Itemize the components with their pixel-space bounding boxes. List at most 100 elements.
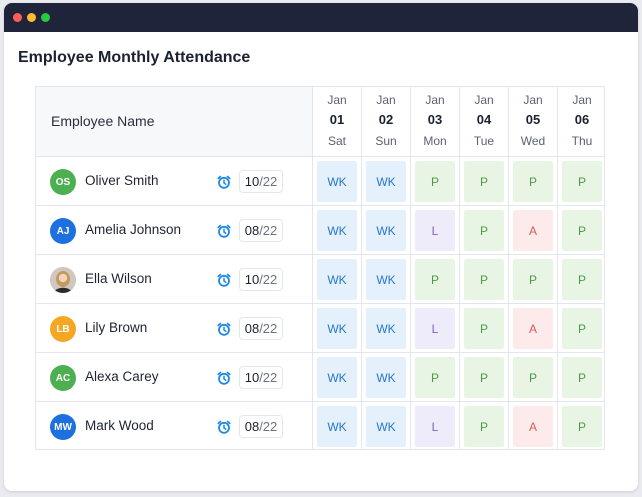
day-date-label: 05 [525,112,541,127]
maximize-window-dot[interactable] [41,13,50,22]
column-divider [459,87,460,449]
present-days: 08 [244,223,260,238]
day-weekday-label: Sun [375,134,397,148]
status-cell[interactable]: P [513,357,553,398]
attendance-count: 08/22 [239,219,283,242]
avatar: LB [50,316,76,342]
day-month-label: Jan [474,93,494,107]
status-cell[interactable]: WK [366,161,406,202]
avatar: AJ [50,218,76,244]
status-cell[interactable]: L [415,406,455,447]
app-window: Employee Monthly Attendance Employee Nam… [4,3,638,491]
status-cell[interactable]: P [415,357,455,398]
row-divider [36,205,604,206]
day-month-label: Jan [523,93,543,107]
avatar-initials: LB [56,323,70,335]
avatar: OS [50,169,76,195]
status-cell[interactable]: P [464,308,504,349]
day-date-label: 01 [329,112,345,127]
day-month-label: Jan [327,93,347,107]
employee-name[interactable]: Amelia Johnson [85,222,182,237]
status-cell[interactable]: WK [317,357,357,398]
row-divider [36,401,604,402]
close-window-dot[interactable] [13,13,22,22]
attendance-count: 10/22 [239,268,283,291]
day-header: Jan 01 Sat [313,87,361,156]
row-divider [36,254,604,255]
status-cell[interactable]: WK [366,406,406,447]
employee-name[interactable]: Alexa Carey [85,369,159,384]
status-cell[interactable]: L [415,308,455,349]
status-cell[interactable]: WK [317,161,357,202]
table-row[interactable]: OS Oliver Smith 10/22 WK WK P P P P [36,157,606,206]
present-days: 08 [244,321,260,336]
alarm-clock-icon [217,175,231,189]
day-weekday-label: Sat [327,134,346,148]
day-weekday-label: Mon [423,134,447,148]
present-days: 10 [244,370,260,385]
column-divider [312,87,313,449]
status-cell[interactable]: A [513,308,553,349]
window-titlebar [4,3,638,32]
total-days: /22 [259,370,278,385]
day-weekday-label: Thu [571,134,593,148]
status-cell[interactable]: A [513,210,553,251]
day-date-label: 02 [378,112,394,127]
table-row[interactable]: MW Mark Wood 08/22 WK WK L P A P [36,402,606,451]
alarm-clock-icon [217,371,231,385]
total-days: /22 [259,272,278,287]
status-cell[interactable]: L [415,210,455,251]
column-divider [557,87,558,449]
row-divider [36,352,604,353]
table-row[interactable]: AC Alexa Carey 10/22 WK WK P P P P [36,353,606,402]
page-title: Employee Monthly Attendance [18,49,251,66]
employee-name[interactable]: Mark Wood [85,418,154,433]
status-cell[interactable]: P [464,161,504,202]
status-cell[interactable]: P [415,259,455,300]
total-days: /22 [259,174,278,189]
status-cell[interactable]: P [562,259,602,300]
day-month-label: Jan [572,93,592,107]
status-cell[interactable]: P [513,161,553,202]
status-cell[interactable]: P [464,357,504,398]
status-cell[interactable]: P [562,357,602,398]
day-month-label: Jan [425,93,445,107]
status-cell[interactable]: WK [317,210,357,251]
alarm-clock-icon [217,224,231,238]
status-cell[interactable]: WK [317,259,357,300]
status-cell[interactable]: P [464,259,504,300]
status-cell[interactable]: WK [366,357,406,398]
employee-name[interactable]: Ella Wilson [85,271,152,286]
status-cell[interactable]: WK [317,406,357,447]
day-date-label: 04 [476,112,492,127]
status-cell[interactable]: P [562,308,602,349]
employee-name-header: Employee Name [51,113,155,129]
status-cell[interactable]: WK [317,308,357,349]
day-weekday-label: Tue [473,134,495,148]
employee-name[interactable]: Oliver Smith [85,173,159,188]
table-row[interactable]: LB Lily Brown 08/22 WK WK L P A P [36,304,606,353]
status-cell[interactable]: P [464,406,504,447]
employee-name[interactable]: Lily Brown [85,320,148,335]
table-row[interactable]: Ella Wilson 10/22 WK WK P P P P [36,255,606,304]
present-days: 08 [244,419,260,434]
status-cell[interactable]: P [464,210,504,251]
status-cell[interactable]: P [562,210,602,251]
table-row[interactable]: AJ Amelia Johnson 08/22 WK WK L P A P [36,206,606,255]
day-date-label: 03 [427,112,443,127]
total-days: /22 [259,419,278,434]
status-cell[interactable]: WK [366,308,406,349]
status-cell[interactable]: P [562,406,602,447]
minimize-window-dot[interactable] [27,13,36,22]
status-cell[interactable]: P [513,259,553,300]
status-cell[interactable]: WK [366,210,406,251]
avatar: AC [50,365,76,391]
day-header: Jan 02 Sun [362,87,410,156]
status-cell[interactable]: A [513,406,553,447]
row-divider [36,156,604,157]
status-cell[interactable]: P [415,161,455,202]
status-cell[interactable]: P [562,161,602,202]
status-cell[interactable]: WK [366,259,406,300]
day-header: Jan 05 Wed [509,87,557,156]
attendance-table: Employee Name Jan 01 Sat Jan 02 Sun Jan 03 Mon Ja… [35,86,605,450]
